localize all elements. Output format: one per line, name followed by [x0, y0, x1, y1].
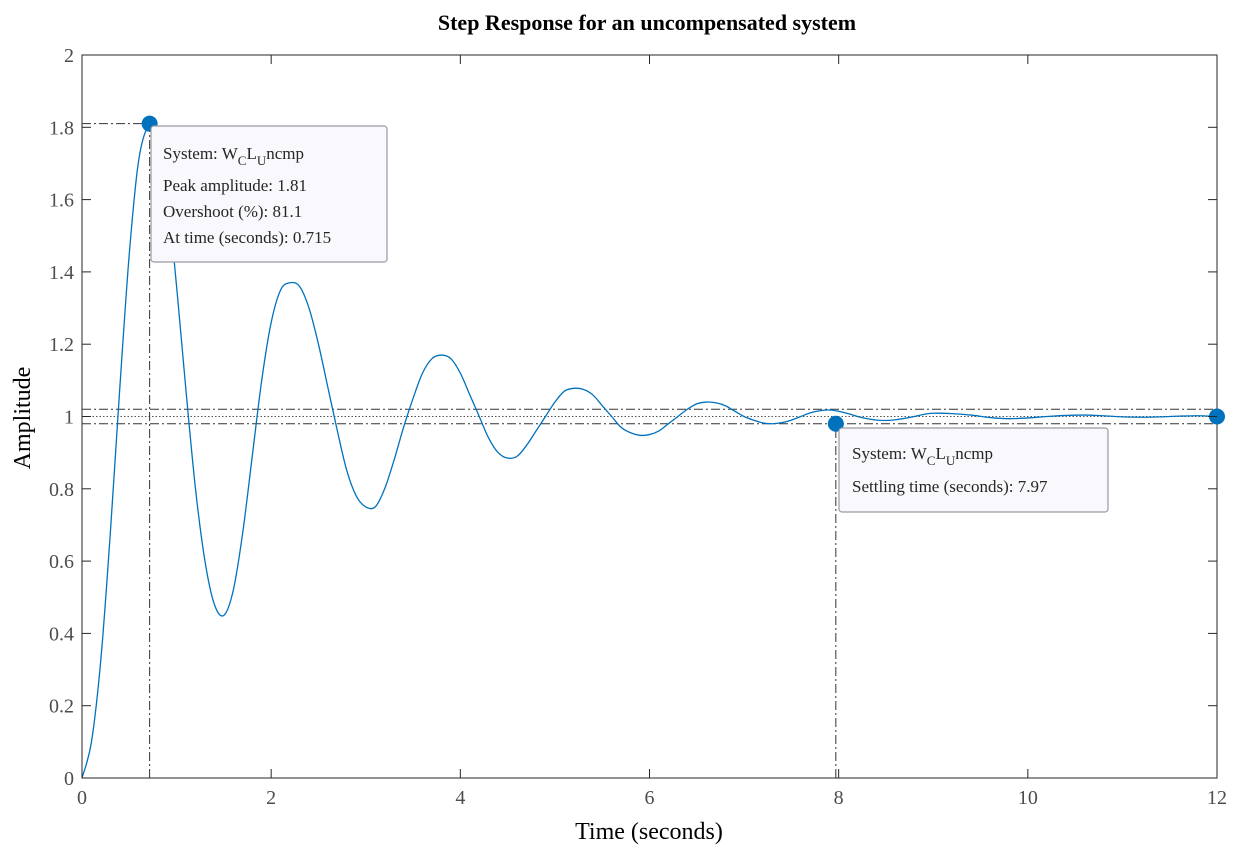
settling-marker	[827, 415, 844, 432]
x-tick-label: 4	[455, 787, 465, 809]
settling-datatip[interactable]: System: WCLUncmp Settling time (seconds)…	[838, 427, 1109, 513]
y-axis-label: Amplitude	[10, 367, 36, 470]
peak-time-text: At time (seconds): 0.715	[163, 228, 331, 247]
y-tick-label: 0.6	[49, 551, 74, 573]
x-axis-label: Time (seconds)	[575, 819, 723, 845]
x-tick-label: 12	[1207, 787, 1227, 809]
y-tick-label: 0.8	[49, 479, 74, 501]
x-axis-ticks: 0 2 4 6 8 10 12	[77, 55, 1227, 809]
y-tick-label: 2	[64, 45, 74, 67]
y-tick-label: 1.8	[49, 117, 74, 139]
x-tick-label: 8	[834, 787, 844, 809]
overshoot-text: Overshoot (%): 81.1	[163, 202, 302, 221]
y-tick-label: 0.2	[49, 696, 74, 718]
peak-amplitude-text: Peak amplitude: 1.81	[163, 176, 307, 195]
settling-datatip-box	[838, 427, 1109, 513]
peak-datatip[interactable]: System: WCLUncmp Peak amplitude: 1.81 Ov…	[150, 125, 388, 263]
settling-datatip-system: System: WCLUncmp	[852, 444, 993, 468]
y-tick-label: 1.2	[49, 334, 74, 356]
y-tick-label: 1.6	[49, 190, 74, 212]
reference-lines	[82, 123, 1217, 778]
y-tick-label: 0.4	[49, 623, 74, 645]
response-line	[81, 121, 1218, 779]
x-tick-label: 6	[645, 787, 655, 809]
y-axis-ticks: 0 0.2 0.4 0.6 0.8 1 1.2 1.4 1.6 1.8 2	[49, 45, 1217, 790]
peak-datatip-system: System: WCLUncmp	[163, 144, 304, 168]
x-tick-label: 10	[1018, 787, 1038, 809]
chart-title: Step Response for an uncompensated syste…	[438, 10, 856, 35]
y-tick-label: 0	[64, 768, 74, 790]
x-tick-label: 0	[77, 787, 87, 809]
y-tick-label: 1.4	[49, 262, 74, 284]
settling-time-text: Settling time (seconds): 7.97	[852, 477, 1048, 496]
x-tick-label: 2	[266, 787, 276, 809]
y-tick-label: 1	[64, 407, 74, 429]
peak-datatip-box	[150, 125, 388, 263]
